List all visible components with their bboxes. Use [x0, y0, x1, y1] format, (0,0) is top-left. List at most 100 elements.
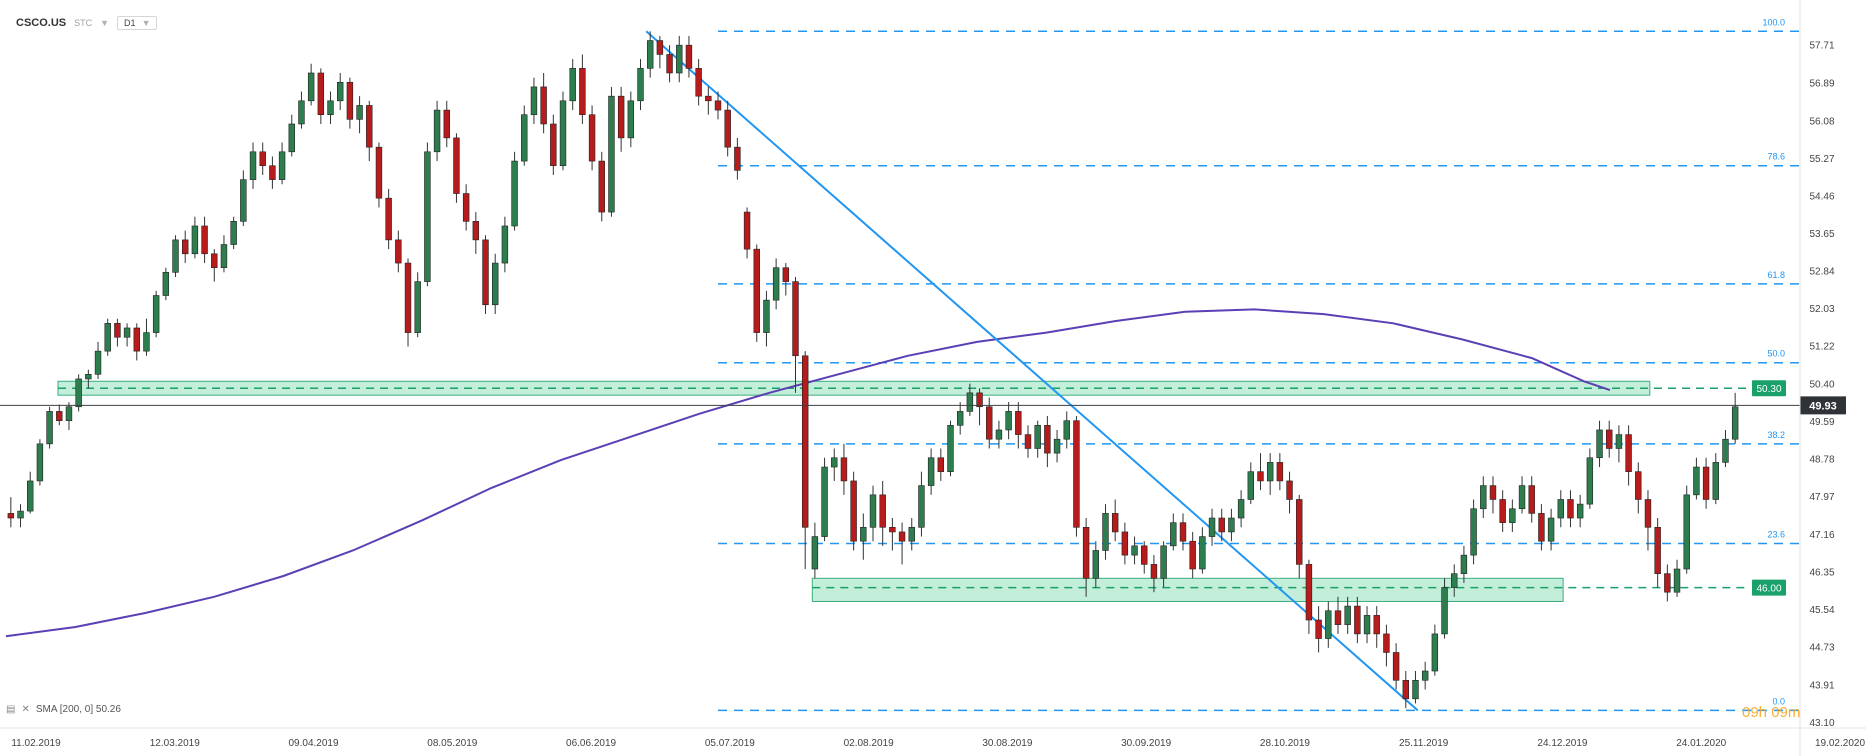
candle-body [627, 100, 635, 139]
candle [666, 45, 673, 83]
zone-price-tag: 50.30 [1752, 380, 1786, 397]
candle-body [753, 248, 760, 333]
candle-body [404, 262, 412, 333]
candle-body [1576, 503, 1584, 519]
candle [540, 72, 547, 134]
candle [1024, 425, 1032, 458]
trend-line[interactable] [645, 30, 1419, 712]
candle [114, 318, 121, 347]
price-tick-label: 53.65 [1809, 229, 1834, 240]
time-tick-label: 09.04.2019 [289, 738, 339, 749]
candle [811, 522, 819, 579]
symbol-label[interactable]: CSCO.US [16, 17, 67, 29]
zone-box [811, 577, 1564, 602]
candle [307, 63, 315, 106]
candle-body [1111, 513, 1119, 533]
candle-body [191, 225, 199, 255]
candle-body [1412, 679, 1419, 700]
candle-body [1266, 462, 1274, 482]
candle-body [540, 86, 547, 125]
candle-body [472, 221, 480, 241]
candle [889, 518, 896, 551]
candle [269, 156, 276, 189]
candle-body [317, 72, 325, 116]
candle [743, 207, 751, 259]
candle-body [521, 114, 528, 162]
candle-body [1344, 605, 1351, 625]
candle [491, 253, 499, 315]
candle [104, 318, 111, 356]
candle-body [104, 323, 111, 352]
candle-body [1218, 517, 1225, 533]
candle-body [1538, 513, 1545, 542]
candle [1111, 499, 1119, 542]
candle-body [491, 262, 499, 306]
time-tick-label: 25.11.2019 [1399, 738, 1449, 749]
candle-body [94, 350, 102, 375]
candle-body [1528, 485, 1535, 514]
candle-body [1199, 536, 1206, 570]
candle-body [56, 411, 63, 421]
time-tick-label: 19.02.2020 [1815, 738, 1865, 749]
candle-body [1421, 670, 1429, 681]
candle [201, 216, 208, 264]
candle [1266, 453, 1274, 495]
candle-body [201, 225, 208, 255]
price-axis[interactable]: 57.71 56.89 56.08 55.27 54.46 53.65 52.84 52.03… [1799, 0, 1835, 756]
time-tick-label: 30.08.2019 [982, 738, 1032, 749]
candle [637, 59, 644, 111]
candle-body [1451, 573, 1458, 588]
close-icon[interactable]: ✕ [21, 704, 30, 715]
candle [172, 235, 179, 277]
candle [133, 323, 140, 361]
candle [1557, 490, 1564, 528]
candle-body [356, 105, 363, 120]
candle [579, 54, 586, 124]
candle-body [46, 411, 53, 445]
price-tick-label: 56.89 [1809, 79, 1834, 90]
candle-body [337, 81, 344, 102]
candle-body [821, 466, 828, 537]
candle [840, 443, 848, 495]
candle-body [734, 146, 741, 171]
candle [65, 402, 73, 430]
candle [1228, 508, 1235, 542]
candle-body [366, 105, 373, 148]
candle [1683, 485, 1690, 574]
candle [869, 485, 877, 542]
candle [947, 420, 954, 477]
candle-body [1053, 438, 1061, 454]
candle [956, 402, 964, 435]
candle-body [1383, 633, 1390, 653]
candle-body [530, 86, 538, 116]
candle-body [1625, 434, 1632, 472]
candle [1286, 471, 1293, 514]
settings-icon[interactable]: ▤ [6, 704, 16, 715]
time-axis[interactable]: 11.02.2019 12.03.2019 09.04.2019 08.05.2019… [0, 727, 1866, 749]
candle [1528, 476, 1535, 523]
candle [162, 267, 170, 301]
candle-body [152, 295, 160, 333]
candle-body [1731, 406, 1739, 440]
candle [404, 258, 412, 347]
candle [695, 59, 702, 106]
timeframe-select[interactable]: D1 ▼ [117, 16, 158, 30]
candle [375, 142, 383, 208]
candle [676, 35, 683, 83]
candle [1063, 411, 1070, 449]
candle-body [588, 114, 596, 162]
candle [656, 35, 664, 69]
candle [1344, 596, 1351, 634]
chevron-down-icon[interactable]: ▼ [100, 18, 110, 28]
candle [1325, 601, 1332, 648]
time-tick-label: 30.09.2019 [1121, 738, 1171, 749]
time-tick-label: 08.05.2019 [427, 738, 477, 749]
zone-tag-bg [1752, 380, 1786, 397]
candle-body [1664, 573, 1671, 593]
candle-body [1005, 411, 1012, 431]
candle-body [976, 392, 983, 408]
candle [1722, 429, 1729, 468]
candle [1257, 453, 1264, 491]
candle-body [1160, 545, 1167, 579]
